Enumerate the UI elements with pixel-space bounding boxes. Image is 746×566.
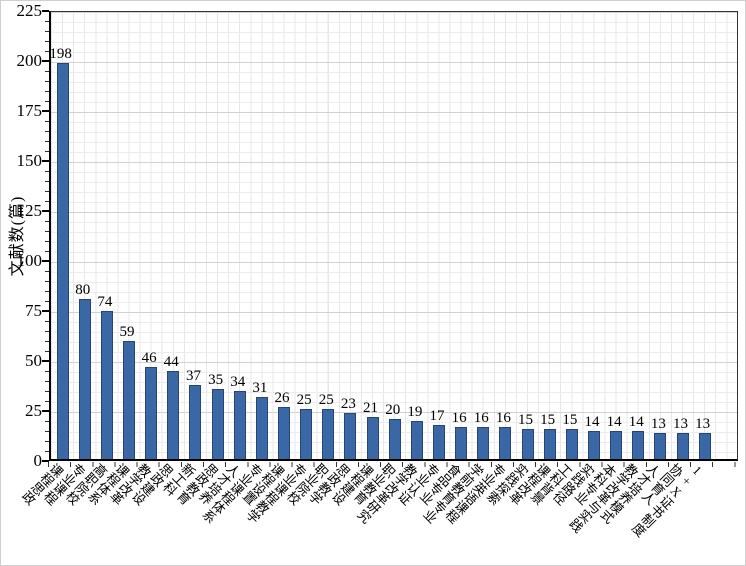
y-tick-label: 0: [33, 451, 43, 470]
bar: [410, 421, 423, 459]
bar: [300, 409, 313, 459]
bar-value-label: 20: [385, 402, 401, 418]
bar: [255, 397, 268, 459]
bar-value-label: 19: [407, 404, 423, 420]
bar: [233, 391, 246, 459]
bar-value-label: 26: [274, 390, 290, 406]
y-tick-mark: [42, 360, 49, 362]
bar-value-label: 74: [97, 294, 113, 310]
x-axis-ticks: [48, 462, 738, 467]
bar: [145, 367, 158, 459]
bar: [632, 431, 645, 459]
y-tick-label: 100: [16, 251, 43, 270]
y-tick-mark: [42, 210, 49, 212]
bar: [610, 431, 623, 459]
bar: [455, 427, 468, 459]
bar-value-label: 15: [540, 412, 556, 428]
bar: [344, 413, 357, 459]
y-tick-label: 125: [16, 201, 43, 220]
y-tick-mark: [42, 60, 49, 62]
bar-value-label: 44: [163, 354, 179, 370]
y-tick-mark: [42, 10, 49, 12]
bar: [432, 425, 445, 459]
bar-value-label: 25: [296, 392, 312, 408]
bar-value-label: 23: [340, 396, 356, 412]
bar-value-label: 16: [495, 410, 511, 426]
bar: [278, 407, 290, 459]
bar-value-label: 13: [695, 416, 711, 432]
y-tick-mark: [42, 310, 49, 312]
bar: [56, 63, 69, 459]
bar-value-label: 37: [185, 368, 201, 384]
bar-value-label: 13: [650, 416, 666, 432]
y-tick-label: 200: [16, 51, 43, 70]
y-tick-mark: [42, 460, 49, 462]
bar: [477, 427, 490, 459]
bar-value-label: 15: [518, 412, 534, 428]
bar-value-label: 14: [628, 414, 644, 430]
bar-value-label: 15: [562, 412, 578, 428]
bar: [167, 371, 180, 459]
y-tick-label: 175: [16, 101, 43, 120]
bar-value-label: 46: [141, 350, 157, 366]
y-tick-label: 50: [25, 351, 42, 370]
bar: [521, 429, 534, 459]
bar-value-label: 80: [75, 282, 91, 298]
plot-area: [49, 11, 738, 461]
bar-value-label: 14: [584, 414, 600, 430]
bar-value-label: 198: [49, 46, 72, 62]
bar-value-label: 59: [119, 324, 135, 340]
bar-value-label: 35: [208, 372, 224, 388]
bar-value-label: 25: [318, 392, 334, 408]
y-tick-mark: [42, 160, 49, 162]
bar-value-label: 16: [451, 410, 467, 426]
bar-value-label: 34: [230, 374, 246, 390]
bar: [698, 433, 711, 459]
y-tick-label: 25: [25, 401, 42, 420]
x-axis-category-label: 1+X证书制度: [628, 460, 709, 565]
bar: [189, 385, 202, 459]
bar: [565, 429, 578, 459]
bar: [654, 433, 667, 459]
bar: [366, 417, 379, 459]
bar: [123, 341, 136, 459]
bar: [211, 389, 224, 459]
y-tick-label: 225: [16, 1, 43, 20]
bar: [587, 431, 600, 459]
y-axis-minor-ticks: [45, 11, 49, 462]
bar-value-label: 16: [473, 410, 489, 426]
y-tick-mark: [42, 260, 49, 262]
bar-value-label: 31: [252, 380, 268, 396]
y-tick-mark: [42, 110, 49, 112]
y-tick-label: 75: [25, 301, 42, 320]
bar-value-label: 14: [606, 414, 622, 430]
bar: [676, 433, 689, 459]
y-tick-label: 150: [16, 151, 43, 170]
bar: [78, 299, 91, 459]
y-tick-mark: [42, 410, 49, 412]
bar: [543, 429, 556, 459]
bar-value-label: 21: [363, 400, 379, 416]
bar: [388, 419, 401, 459]
bar: [322, 409, 335, 459]
bar-value-label: 13: [673, 416, 689, 432]
bar: [499, 427, 512, 459]
bar-value-label: 17: [429, 408, 445, 424]
bar: [100, 311, 113, 459]
